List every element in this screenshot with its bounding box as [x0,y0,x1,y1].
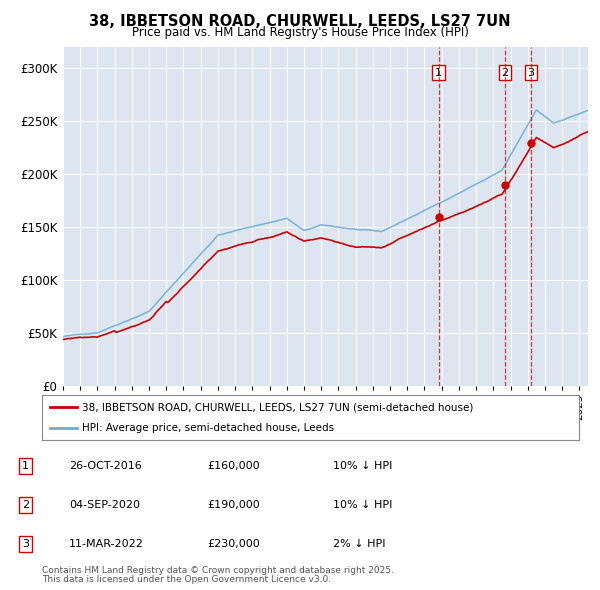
Text: 2: 2 [502,68,509,78]
Text: Contains HM Land Registry data © Crown copyright and database right 2025.: Contains HM Land Registry data © Crown c… [42,566,394,575]
Text: 3: 3 [22,539,29,549]
Text: £230,000: £230,000 [207,539,260,549]
Text: 38, IBBETSON ROAD, CHURWELL, LEEDS, LS27 7UN: 38, IBBETSON ROAD, CHURWELL, LEEDS, LS27… [89,14,511,29]
Text: £190,000: £190,000 [207,500,260,510]
Text: 38, IBBETSON ROAD, CHURWELL, LEEDS, LS27 7UN (semi-detached house): 38, IBBETSON ROAD, CHURWELL, LEEDS, LS27… [82,402,473,412]
Text: 2% ↓ HPI: 2% ↓ HPI [333,539,386,549]
Text: 11-MAR-2022: 11-MAR-2022 [69,539,144,549]
Text: 2: 2 [22,500,29,510]
Text: 3: 3 [527,68,535,78]
Text: 10% ↓ HPI: 10% ↓ HPI [333,461,392,471]
Text: 26-OCT-2016: 26-OCT-2016 [69,461,142,471]
Text: £160,000: £160,000 [207,461,260,471]
Text: 04-SEP-2020: 04-SEP-2020 [69,500,140,510]
Text: This data is licensed under the Open Government Licence v3.0.: This data is licensed under the Open Gov… [42,575,331,584]
Text: 1: 1 [435,68,442,78]
Text: 10% ↓ HPI: 10% ↓ HPI [333,500,392,510]
Text: HPI: Average price, semi-detached house, Leeds: HPI: Average price, semi-detached house,… [82,424,334,434]
Text: Price paid vs. HM Land Registry's House Price Index (HPI): Price paid vs. HM Land Registry's House … [131,26,469,39]
Text: 1: 1 [22,461,29,471]
